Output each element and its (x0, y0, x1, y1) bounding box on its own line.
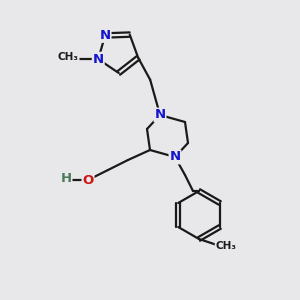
Text: N: N (169, 151, 181, 164)
Text: CH₃: CH₃ (58, 52, 79, 62)
Text: N: N (100, 29, 111, 42)
Text: N: N (93, 53, 104, 66)
Text: N: N (154, 109, 166, 122)
Text: CH₃: CH₃ (215, 241, 236, 251)
Text: H: H (60, 172, 72, 185)
Text: O: O (82, 173, 94, 187)
